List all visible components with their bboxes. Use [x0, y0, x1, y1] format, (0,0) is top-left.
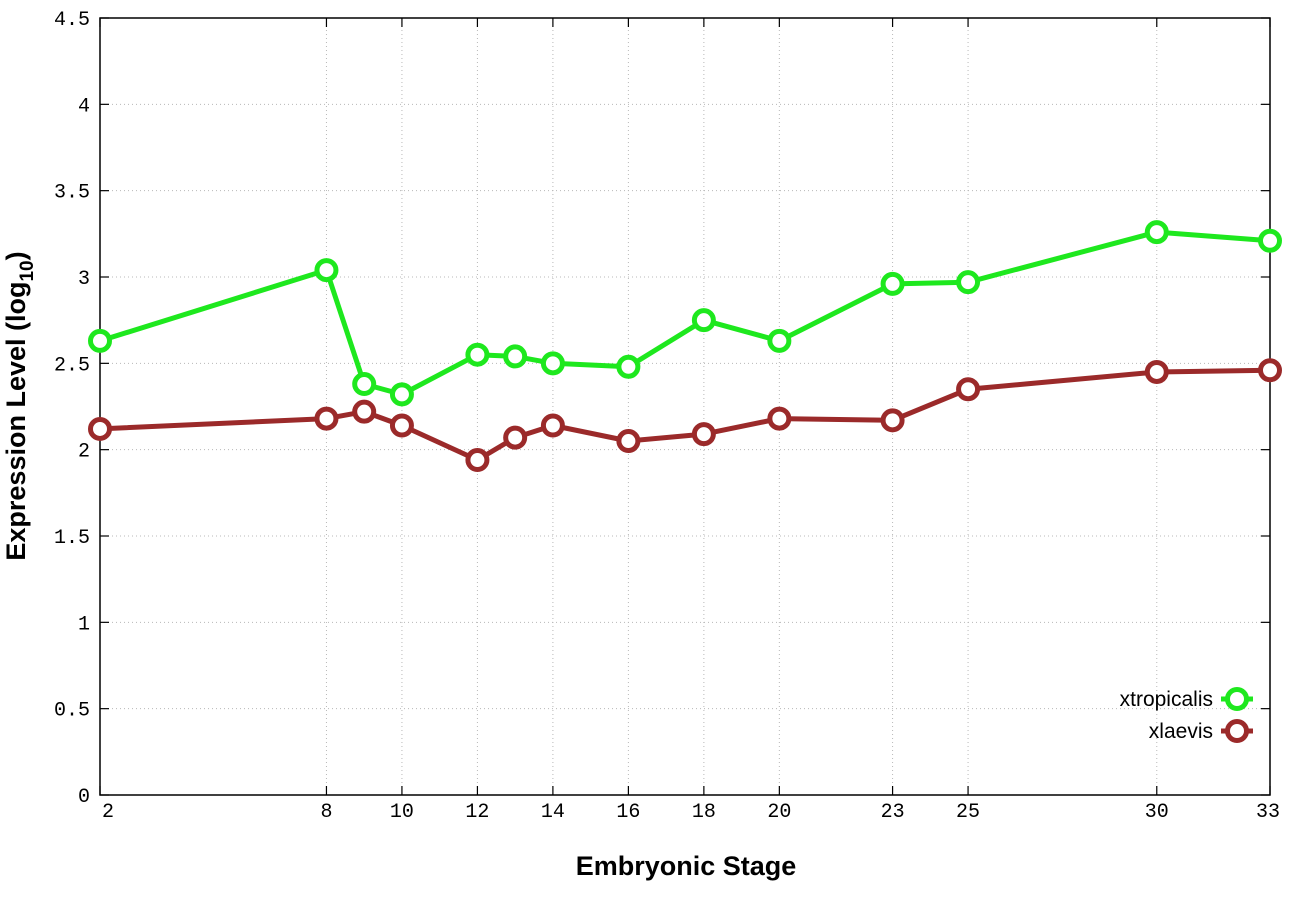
data-point-xlaevis — [352, 399, 377, 424]
data-point-xlaevis — [1144, 359, 1169, 384]
legend-label-xlaevis: xlaevis — [1149, 720, 1213, 743]
x-tick-label: 8 — [320, 801, 332, 824]
data-point-xtropicalis — [956, 270, 981, 295]
data-point-xlaevis — [389, 413, 414, 438]
data-point-xtropicalis — [767, 328, 792, 353]
x-tick-label: 12 — [465, 801, 489, 824]
y-axis: 0 0.5 1 1.5 2 2.5 3 3.5 4 4.5 — [54, 9, 1270, 809]
y-axis-title-subscript: 10 — [17, 260, 38, 281]
x-tick-label: 25 — [956, 801, 980, 824]
y-axis-title-main: Expression Level (log — [1, 282, 31, 561]
x-axis-title: Embryonic Stage — [576, 851, 797, 881]
x-tick-label: 23 — [881, 801, 905, 824]
plot-area-frame — [99, 17, 1271, 796]
data-point-xtropicalis — [1144, 220, 1169, 245]
y-tick-label: 2.5 — [54, 354, 90, 377]
data-point-xlaevis — [956, 377, 981, 402]
data-point-xtropicalis — [616, 354, 641, 379]
data-point-xtropicalis — [465, 342, 490, 367]
series-xlaevis — [88, 358, 1282, 473]
x-tick-label: 30 — [1145, 801, 1169, 824]
data-point-xtropicalis — [314, 258, 339, 283]
data-point-xlaevis — [314, 406, 339, 431]
data-point-xtropicalis — [1258, 228, 1282, 253]
data-point-xlaevis — [503, 425, 528, 450]
x-axis: 2 8 10 12 14 16 18 20 23 25 30 33 — [99, 18, 1280, 824]
legend-swatch-marker-xtropicalis — [1225, 687, 1249, 711]
legend-swatch-marker-xlaevis — [1225, 719, 1249, 743]
data-point-xtropicalis — [540, 351, 565, 376]
data-point-xtropicalis — [389, 382, 414, 407]
x-tick-label: 14 — [541, 801, 565, 824]
grid-lines — [100, 18, 1270, 795]
legend-label-xtropicalis: xtropicalis — [1120, 688, 1213, 711]
y-axis-title: Expression Level (log10) — [1, 251, 38, 560]
data-point-xtropicalis — [503, 344, 528, 369]
x-tick-label: 33 — [1256, 801, 1280, 824]
series-xtropicalis — [88, 220, 1282, 407]
x-tick-label: 10 — [390, 801, 414, 824]
y-axis-title-close: ) — [1, 251, 31, 260]
x-tick-label: 16 — [616, 801, 640, 824]
data-point-xlaevis — [691, 422, 716, 447]
x-tick-label: 2 — [102, 801, 114, 824]
legend: xtropicalis xlaevis — [1120, 687, 1253, 743]
x-tick-label: 20 — [767, 801, 791, 824]
y-tick-label: 2 — [78, 441, 90, 464]
data-point-xlaevis — [465, 448, 490, 473]
data-point-xlaevis — [880, 408, 905, 433]
y-tick-label: 3 — [78, 268, 90, 291]
series-layer — [88, 220, 1282, 473]
series-line-xtropicalis — [99, 229, 1271, 397]
data-point-xtropicalis — [352, 372, 377, 397]
data-point-xlaevis — [88, 416, 112, 441]
x-tick-label: 18 — [692, 801, 716, 824]
y-tick-label: 0.5 — [54, 700, 90, 723]
y-tick-label: 1 — [78, 613, 90, 636]
data-point-xtropicalis — [88, 328, 112, 353]
data-point-xlaevis — [767, 406, 792, 431]
y-tick-label: 1.5 — [54, 527, 90, 550]
data-point-xlaevis — [616, 429, 641, 454]
y-tick-label: 0 — [78, 786, 90, 809]
data-point-xlaevis — [540, 413, 565, 438]
series-line-xlaevis — [99, 367, 1271, 463]
y-tick-label: 3.5 — [54, 182, 90, 205]
y-tick-label: 4 — [78, 95, 90, 118]
y-tick-label: 4.5 — [54, 9, 90, 32]
data-point-xlaevis — [1258, 358, 1282, 383]
data-point-xtropicalis — [691, 308, 716, 333]
data-point-xtropicalis — [880, 271, 905, 296]
